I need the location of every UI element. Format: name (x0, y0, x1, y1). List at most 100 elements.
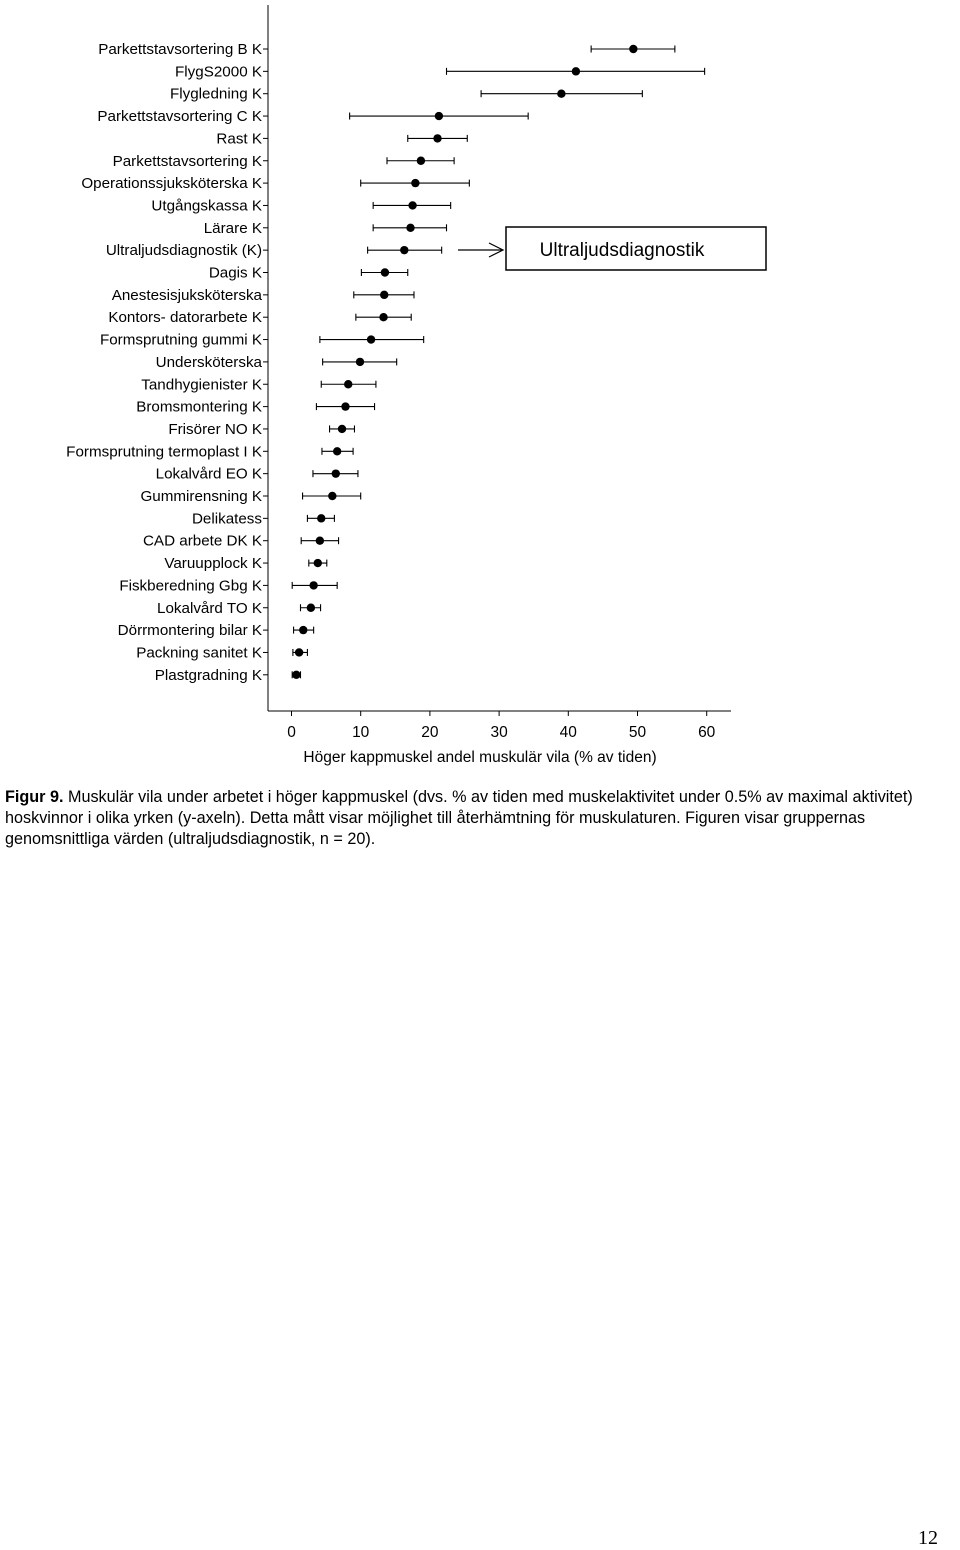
mean-point (299, 625, 308, 635)
error-bar-2 (480, 89, 643, 98)
error-bar-7 (372, 201, 452, 210)
mean-point (317, 514, 326, 523)
x-tick-label: 50 (629, 724, 647, 741)
x-tick-label: 20 (421, 724, 439, 741)
mean-point (434, 111, 444, 121)
mean-point (433, 134, 442, 143)
y-tick-label: Parkettstavsortering K (113, 153, 262, 170)
error-bar-1 (445, 67, 706, 76)
x-tick-label: 40 (560, 724, 578, 741)
annotation-arrow-head (488, 242, 505, 258)
error-bar-9 (367, 245, 443, 255)
mean-point (344, 380, 353, 389)
page-number: 12 (918, 1527, 938, 1549)
mean-point (331, 469, 340, 478)
x-axis-title: Höger kappmuskel andel muskulär vila (% … (303, 749, 656, 766)
error-bar-10 (360, 268, 409, 277)
mean-point (337, 424, 347, 434)
mean-point (306, 603, 316, 612)
y-tick-label: Gummirensning K (140, 488, 262, 505)
figure-caption: Figur 9. Muskulär vila under arbetet i h… (5, 787, 950, 850)
error-bar-12 (355, 313, 412, 322)
mean-point (294, 648, 304, 657)
mean-point (400, 245, 409, 255)
mean-point (416, 156, 426, 165)
annotation-label: Ultraljudsdiagnostik (540, 240, 705, 261)
error-bar-19 (312, 469, 359, 478)
error-bar-18 (321, 447, 354, 456)
error-bar-chart: 0 10 20 30 40 50 60 Parkettstavsortering B K Fl… (66, 5, 767, 766)
error-bar-24 (291, 581, 338, 590)
error-bar-22 (300, 536, 340, 545)
x-axis: 0 10 20 30 40 50 60 (268, 710, 731, 741)
mean-point (557, 89, 566, 98)
caption-text: Muskulär vila under arbetet i höger kapp… (5, 788, 913, 848)
y-tick-label: Fiskberedning Gbg K (119, 577, 262, 594)
error-bar-13 (319, 335, 425, 344)
y-tick-label: Varuupplock K (164, 555, 262, 572)
y-tick-label: Formsprutning gummi K (100, 332, 262, 349)
mean-point (332, 447, 342, 456)
mean-point (341, 402, 350, 411)
mean-point (411, 178, 420, 188)
error-bar-6 (360, 178, 470, 188)
y-tick-label: Ultraljudsdiagnostik (K) (106, 242, 262, 259)
y-tick-label: Delikatess (192, 510, 262, 527)
y-tick-label: Parkettstavsortering B K (98, 41, 262, 58)
error-bar-16 (315, 402, 376, 411)
mean-point (292, 670, 301, 679)
y-tick-label: CAD arbete DK K (143, 533, 262, 550)
y-tick-label: Lärare K (204, 220, 262, 237)
y-tick-label: Tandhygienister K (141, 376, 262, 393)
y-tick-label: Anestesisjuksköterska (112, 287, 263, 304)
y-tick-label: Flygledning K (170, 86, 262, 103)
y-tick-label: Dörrmontering bilar K (118, 622, 262, 639)
y-tick-label: Dagis K (209, 265, 262, 282)
y-tick-label: Operationssjuksköterska K (81, 175, 262, 192)
figure-label: Figur 9. (5, 788, 64, 806)
mean-point (380, 290, 389, 300)
error-bar-21 (306, 514, 335, 523)
error-bar-3 (349, 111, 529, 121)
annotation-box (505, 226, 767, 271)
mean-point (366, 335, 376, 344)
mean-point (380, 268, 390, 277)
error-bar-23 (308, 558, 328, 568)
mean-point (408, 201, 417, 210)
y-tick-label: Formsprutning termoplast I K (66, 443, 262, 460)
x-tick-label: 30 (490, 724, 508, 741)
error-bar-0 (590, 44, 676, 54)
error-bar-17 (329, 424, 356, 434)
error-bar-14 (322, 357, 398, 367)
mean-point (355, 357, 365, 367)
annotation-callout: Ultraljudsdiagnostik (458, 226, 767, 271)
y-tick-label: FlygS2000 K (175, 63, 262, 80)
error-bar-27 (292, 648, 308, 657)
mean-point (309, 581, 318, 590)
x-tick-label: 10 (352, 724, 370, 741)
y-tick-label: Lokalvård EO K (156, 466, 262, 483)
data-marks (291, 44, 706, 679)
error-bar-26 (293, 625, 315, 635)
mean-point (313, 558, 322, 568)
mean-point (629, 44, 638, 54)
y-tick-label: Kontors- datorarbete K (108, 309, 262, 326)
error-bar-8 (372, 223, 448, 232)
error-bar-4 (407, 134, 468, 143)
mean-point (315, 536, 325, 545)
y-tick-label: Lokalvård TO K (157, 600, 262, 617)
y-tick-label: Plastgradning K (155, 667, 262, 684)
y-tick-label: Frisörer NO K (168, 421, 262, 438)
mean-point (328, 491, 337, 501)
y-tick-label: Utgångskassa K (151, 197, 262, 214)
error-bar-11 (353, 290, 415, 300)
mean-point (571, 67, 581, 76)
category-labels: Parkettstavsortering B K FlygS2000 K Flygl… (66, 41, 268, 684)
mean-point (406, 223, 415, 232)
y-tick-label: Undersköterska (156, 354, 263, 371)
y-tick-label: Parkettstavsortering C K (97, 108, 262, 125)
error-bar-25 (299, 603, 322, 612)
x-tick-label: 0 (287, 724, 296, 741)
mean-point (379, 313, 388, 322)
error-bar-20 (302, 491, 362, 501)
